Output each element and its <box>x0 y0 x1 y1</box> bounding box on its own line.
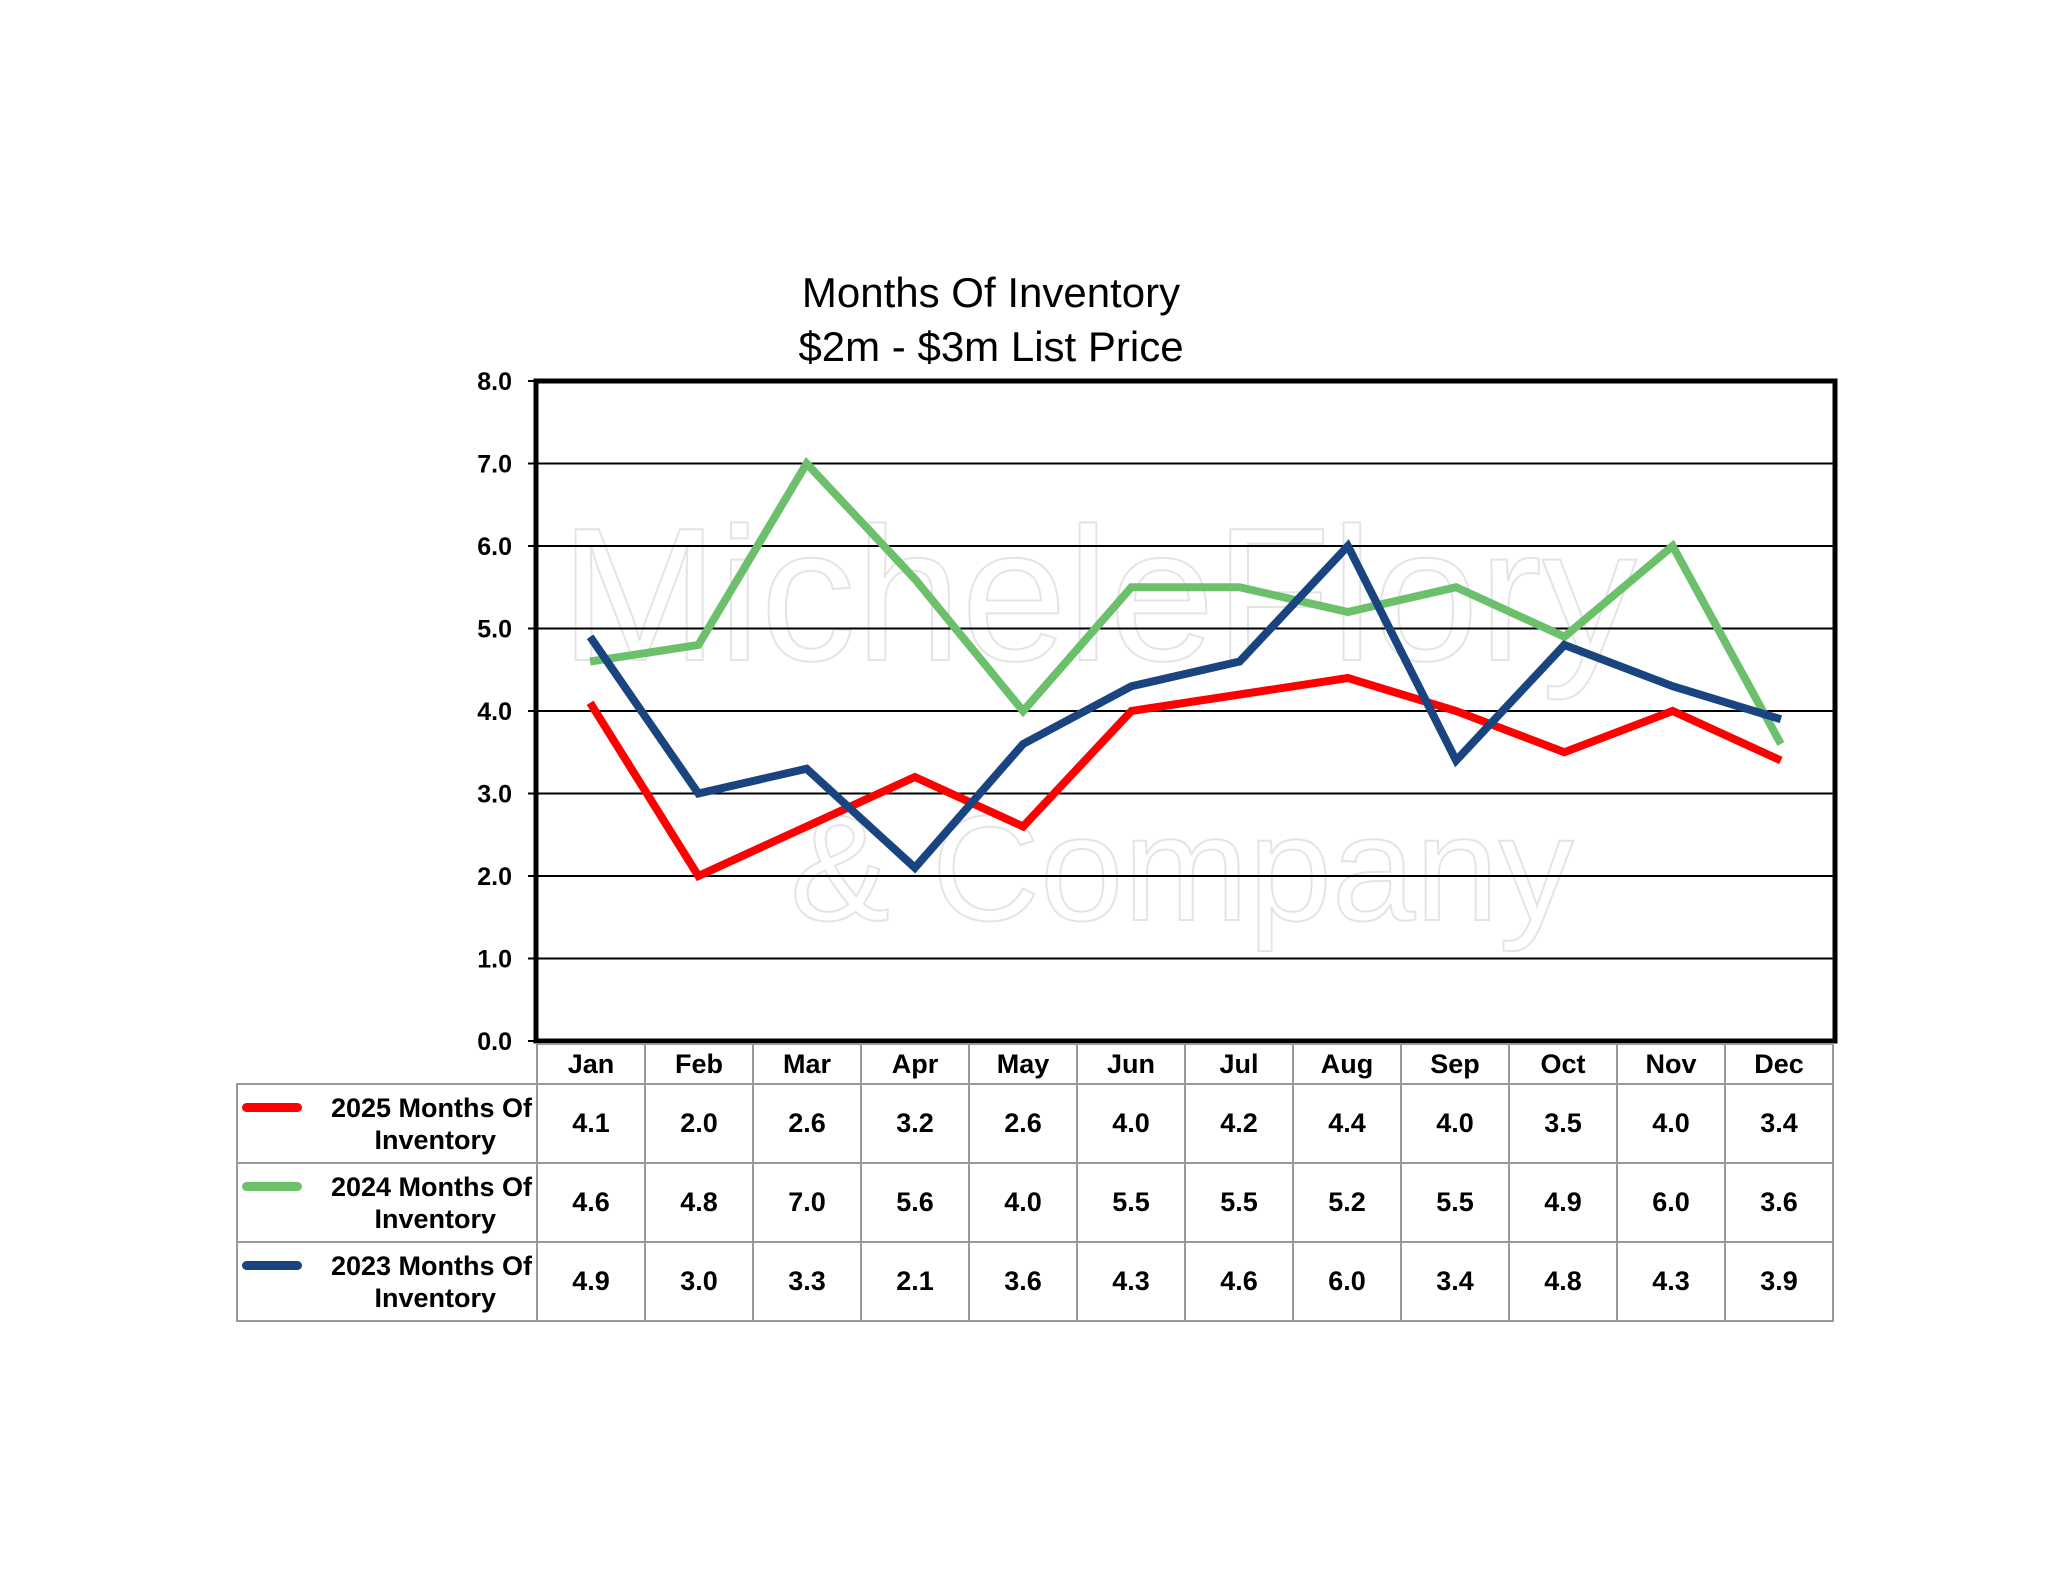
x-tick-label: Aug <box>1292 1043 1402 1085</box>
legend-label: Inventory <box>374 1282 496 1313</box>
x-tick-label: Jun <box>1076 1043 1186 1085</box>
legend-label: 2024 Months Of <box>330 1171 532 1202</box>
watermark: MicheleFlory <box>560 489 1637 701</box>
data-label: 4.3 <box>1076 1241 1186 1322</box>
legend-entry: 2023 Months Of Inventory <box>236 1241 538 1322</box>
data-label: 4.0 <box>1400 1083 1510 1164</box>
data-label: 5.5 <box>1076 1162 1186 1243</box>
data-label: 4.9 <box>1508 1162 1618 1243</box>
legend-label: 2023 Months Of <box>330 1250 532 1281</box>
data-label: 4.0 <box>1616 1083 1726 1164</box>
data-label: 3.6 <box>1724 1162 1834 1243</box>
data-label: 2.0 <box>644 1083 754 1164</box>
data-label: 6.0 <box>1616 1162 1726 1243</box>
legend-entry: 2025 Months Of Inventory <box>236 1083 538 1164</box>
watermark: & Company <box>790 784 1574 952</box>
plot-frame <box>533 378 1838 1044</box>
legend-label: Inventory <box>374 1124 496 1155</box>
legend-key-icon <box>242 1261 302 1270</box>
data-label: 7.0 <box>752 1162 862 1243</box>
y-tick-label: 4.0 <box>477 698 512 726</box>
x-tick-label: Feb <box>644 1043 754 1085</box>
chart-title: Months Of Inventory $2m - $3m List Price <box>536 266 1446 374</box>
data-label: 5.6 <box>860 1162 970 1243</box>
y-tick-label: 2.0 <box>477 863 512 891</box>
y-tick-label: 5.0 <box>477 616 512 644</box>
data-label: 4.6 <box>536 1162 646 1243</box>
y-tick-label: 1.0 <box>477 946 512 974</box>
x-tick-label: Apr <box>860 1043 970 1085</box>
data-label: 4.4 <box>1292 1083 1402 1164</box>
data-label: 6.0 <box>1292 1241 1402 1322</box>
chart-title-line1: Months Of Inventory <box>801 269 1181 316</box>
data-label: 2.1 <box>860 1241 970 1322</box>
y-tick-label: 8.0 <box>477 368 512 396</box>
data-label: 3.6 <box>968 1241 1078 1322</box>
x-tick-label: Jul <box>1184 1043 1294 1085</box>
x-tick-label: Mar <box>752 1043 862 1085</box>
data-label: 4.3 <box>1616 1241 1726 1322</box>
x-tick-label: Jan <box>536 1043 646 1085</box>
x-tick-label: Sep <box>1400 1043 1510 1085</box>
series-line-2024 <box>589 456 1785 746</box>
y-tick-label: 3.0 <box>477 781 512 809</box>
data-label: 3.0 <box>644 1241 754 1322</box>
data-label: 3.2 <box>860 1083 970 1164</box>
chart-title-line2: $2m - $3m List Price <box>798 323 1184 370</box>
table-corner <box>237 1044 538 1084</box>
data-label: 4.6 <box>1184 1241 1294 1322</box>
data-label: 3.4 <box>1400 1241 1510 1322</box>
legend-key-icon <box>242 1103 302 1112</box>
data-label: 4.2 <box>1184 1083 1294 1164</box>
y-tick-label: 7.0 <box>477 451 512 479</box>
data-label: 4.9 <box>536 1241 646 1322</box>
data-label: 5.5 <box>1184 1162 1294 1243</box>
y-tick-label: 6.0 <box>477 533 512 561</box>
legend-label: 2025 Months Of <box>330 1092 532 1123</box>
x-tick-label: Oct <box>1508 1043 1618 1085</box>
data-label: 2.6 <box>752 1083 862 1164</box>
table-header-row: Jan Feb Mar Apr May Jun Jul Aug Sep Oct Nov Dec <box>237 1043 1834 1085</box>
data-label: 4.0 <box>968 1162 1078 1243</box>
data-label: 3.5 <box>1508 1083 1618 1164</box>
data-label: 5.2 <box>1292 1162 1402 1243</box>
data-label: 4.8 <box>644 1162 754 1243</box>
x-tick-label: Dec <box>1724 1043 1834 1085</box>
data-table: Jan Feb Mar Apr May Jun Jul Aug Sep Oct Nov Dec 2025… <box>236 1043 1834 1322</box>
series-line-2023 <box>586 539 1783 874</box>
data-label: 3.9 <box>1724 1241 1834 1322</box>
table-row: 2025 Months Of Inventory 4.1 2.0 2.6 3.2 2.6 4.… <box>236 1083 1834 1164</box>
series-line-2025 <box>586 673 1783 882</box>
legend-label: Inventory <box>374 1203 496 1234</box>
data-label: 4.0 <box>1076 1083 1186 1164</box>
data-label: 3.4 <box>1724 1083 1834 1164</box>
legend-key-icon <box>242 1182 302 1191</box>
x-tick-label: May <box>968 1043 1078 1085</box>
data-label: 2.6 <box>968 1083 1078 1164</box>
legend-entry: 2024 Months Of Inventory <box>236 1162 538 1243</box>
data-label: 5.5 <box>1400 1162 1510 1243</box>
data-label: 3.3 <box>752 1241 862 1322</box>
data-label: 4.1 <box>536 1083 646 1164</box>
data-label: 4.8 <box>1508 1241 1618 1322</box>
table-row: 2024 Months Of Inventory 4.6 4.8 7.0 5.6 4.0 5.… <box>236 1162 1834 1243</box>
x-tick-label: Nov <box>1616 1043 1726 1085</box>
table-row: 2023 Months Of Inventory 4.9 3.0 3.3 2.1 3.6 4.… <box>236 1241 1834 1322</box>
